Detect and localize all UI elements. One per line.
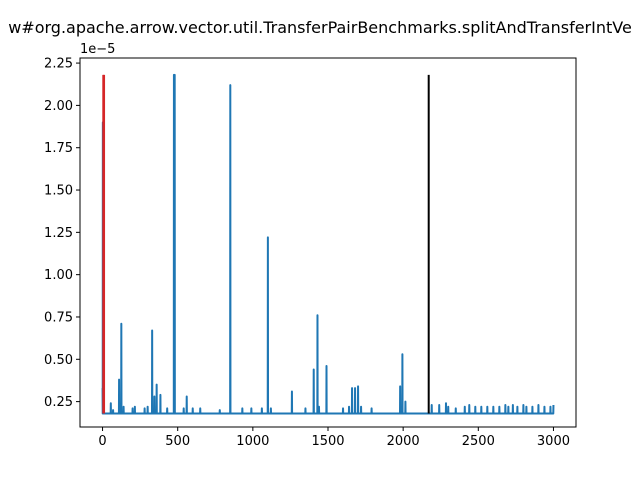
y-tick-label: 2.25 bbox=[44, 57, 73, 72]
y-tick-label: 1.50 bbox=[44, 184, 73, 199]
y-tick-label: 0.25 bbox=[44, 395, 73, 410]
x-tick-label: 2000 bbox=[387, 434, 420, 449]
chart-title: w#org.apache.arrow.vector.util.TransferP… bbox=[8, 18, 632, 37]
x-tick-label: 500 bbox=[165, 434, 190, 449]
x-tick-label: 3000 bbox=[537, 434, 570, 449]
y-tick-label: 1.00 bbox=[44, 268, 73, 283]
x-tick-label: 0 bbox=[98, 434, 106, 449]
y-tick-label: 1.75 bbox=[44, 141, 73, 156]
y-axis: 0.25 0.50 0.75 1.00 1.25 1.50 1.75 2.00 2.25 bbox=[44, 57, 80, 410]
x-tick-label: 2500 bbox=[462, 434, 495, 449]
y-tick-label: 0.75 bbox=[44, 310, 73, 325]
y-tick-label: 0.50 bbox=[44, 353, 73, 368]
plot-area bbox=[101, 73, 555, 415]
series-line-0 bbox=[101, 73, 555, 415]
y-tick-label: 1.25 bbox=[44, 226, 73, 241]
x-tick-label: 1000 bbox=[236, 434, 269, 449]
y-tick-label: 2.00 bbox=[44, 99, 73, 114]
axes-frame bbox=[79, 57, 577, 428]
x-axis: 0 500 1000 1500 2000 2500 3000 bbox=[98, 427, 570, 449]
x-tick-label: 1500 bbox=[311, 434, 344, 449]
y-offset-text: 1e−5 bbox=[80, 42, 115, 57]
